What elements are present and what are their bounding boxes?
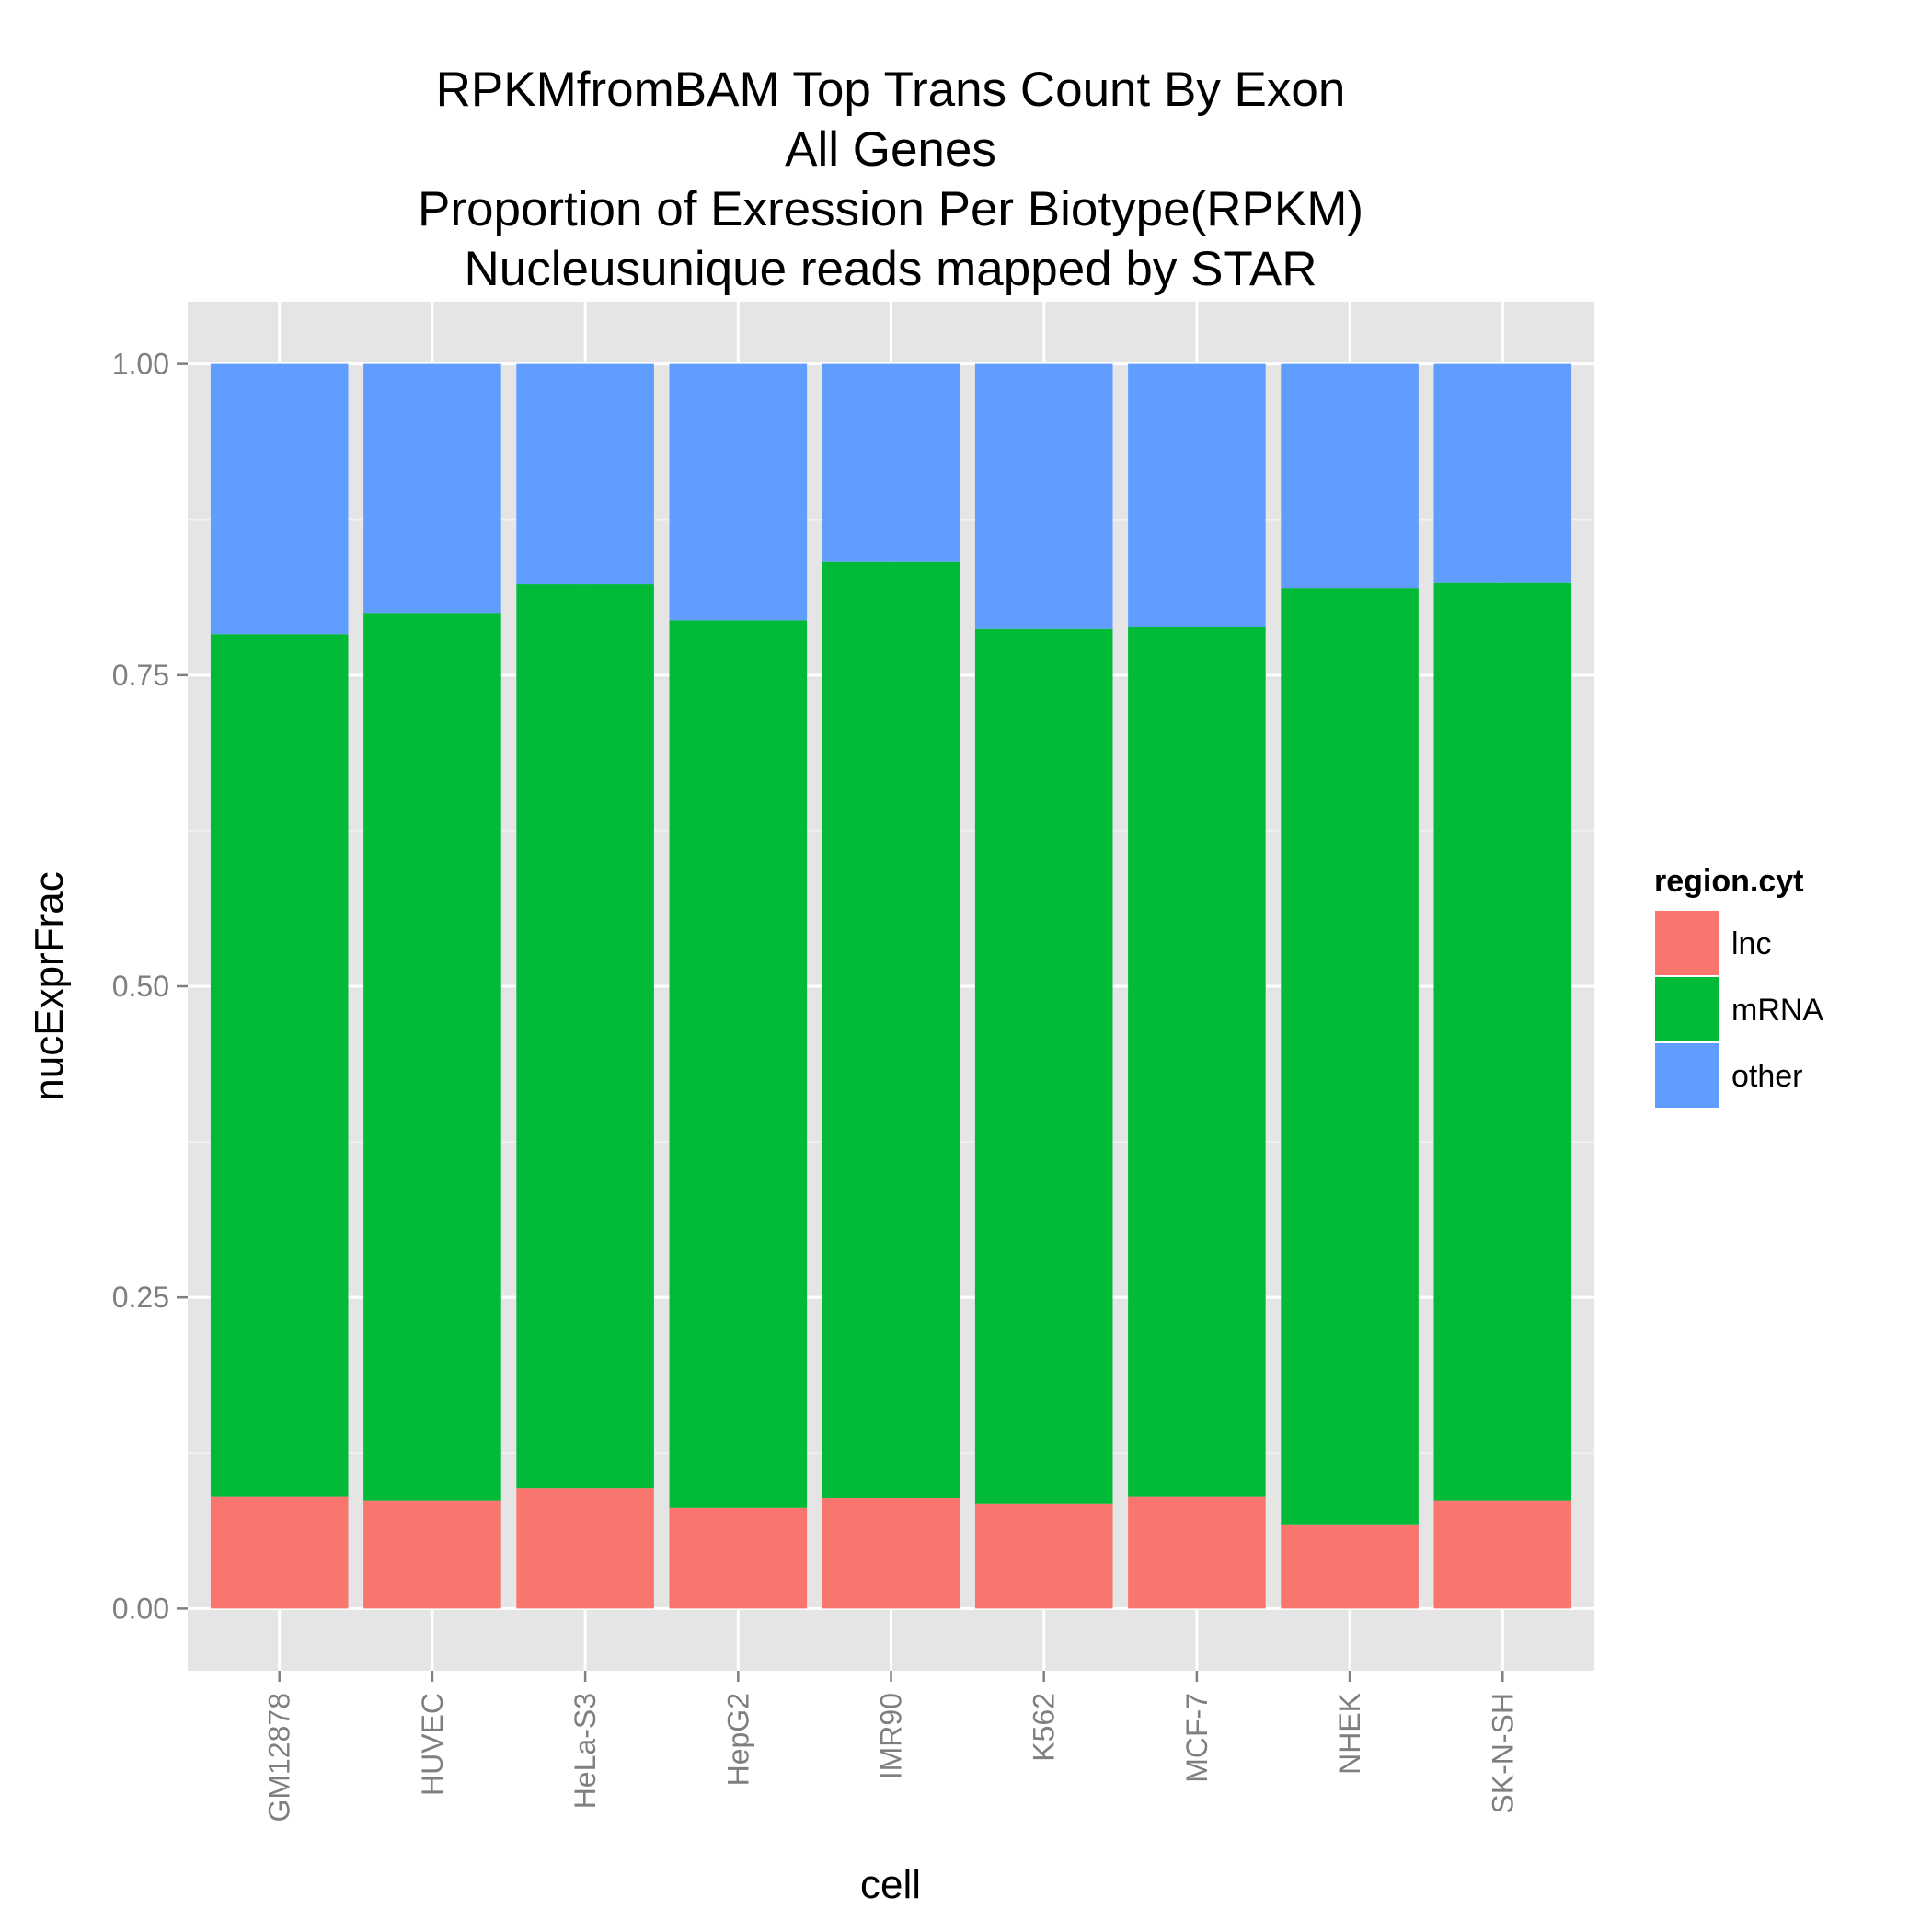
bar-segment-lnc [974,1503,1113,1609]
bar-segment-other [974,363,1113,629]
legend-label-mRNA: mRNA [1731,993,1823,1028]
bar-segment-other [516,363,654,585]
legend-label-other: other [1731,1059,1803,1094]
bar-segment-lnc [669,1507,808,1609]
bar-segment-mRNA [363,613,501,1501]
legend-key-lnc [1653,909,1721,977]
x-tick-label: HeLa-S3 [569,1693,602,1809]
x-tick-label: SK-N-SH [1486,1693,1519,1814]
bar-segment-lnc [1128,1496,1266,1609]
legend-key-other [1653,1041,1721,1110]
bar-segment-mRNA [1281,588,1419,1525]
x-tick-label: GM12878 [263,1693,296,1823]
legend-label-lnc: lnc [1731,926,1771,961]
bar-segment-other [669,363,808,621]
bar-segment-mRNA [1128,627,1266,1497]
bar-segment-mRNA [669,620,808,1508]
x-tick-label: IMR90 [875,1693,908,1779]
bars [210,363,1572,1609]
title-line-2: All Genes [785,122,996,177]
bar-segment-lnc [1433,1500,1572,1609]
bar-segment-mRNA [1433,582,1572,1501]
y-axis: 0.00 0.25 0.50 0.75 1.00 [112,348,188,1625]
bar-segment-other [363,363,501,614]
bar-segment-lnc [516,1488,654,1609]
bar-segment-lnc [1281,1524,1419,1609]
y-tick-label: 0.50 [112,970,169,1003]
x-axis: GM12878 HUVEC HeLa-S3 HepG2 IMR90 K562 MCF-7 NH… [263,1671,1519,1823]
bar-segment-mRNA [516,584,654,1489]
title-line-4: Nucleusunique reads mapped by STAR [464,242,1317,296]
bar-segment-other [1281,363,1419,589]
bar-segment-other [1433,363,1572,583]
bar-segment-other [210,363,349,635]
bar-segment-other [1128,363,1266,627]
x-axis-title: cell [860,1862,921,1907]
bar-segment-lnc [822,1497,960,1609]
chart-title: RPKMfromBAM Top Trans Count By Exon All … [418,63,1363,296]
y-tick-label: 0.75 [112,659,169,692]
title-line-3: Proportion of Exression Per Biotype(RPKM… [418,182,1363,236]
legend: region.cyt lnc mRNA other [1653,864,1823,1110]
bar-segment-mRNA [974,628,1113,1504]
y-tick-label: 1.00 [112,348,169,381]
x-tick-label: NHEK [1333,1693,1366,1775]
y-axis-title: nucExprFrac [27,871,72,1100]
bar-segment-mRNA [210,634,349,1497]
bar-segment-lnc [210,1496,349,1609]
x-tick-label: HepG2 [721,1693,754,1786]
legend-title: region.cyt [1654,864,1803,899]
legend-key-mRNA [1653,975,1721,1043]
x-tick-label: HUVEC [416,1693,449,1796]
title-line-1: RPKMfromBAM Top Trans Count By Exon [436,63,1346,117]
bar-segment-other [822,363,960,562]
y-tick-label: 0.00 [112,1592,169,1625]
bar-segment-mRNA [822,561,960,1498]
x-tick-label: K562 [1028,1693,1061,1762]
bar-segment-lnc [363,1500,501,1609]
x-tick-label: MCF-7 [1180,1693,1213,1783]
y-tick-label: 0.25 [112,1281,169,1314]
